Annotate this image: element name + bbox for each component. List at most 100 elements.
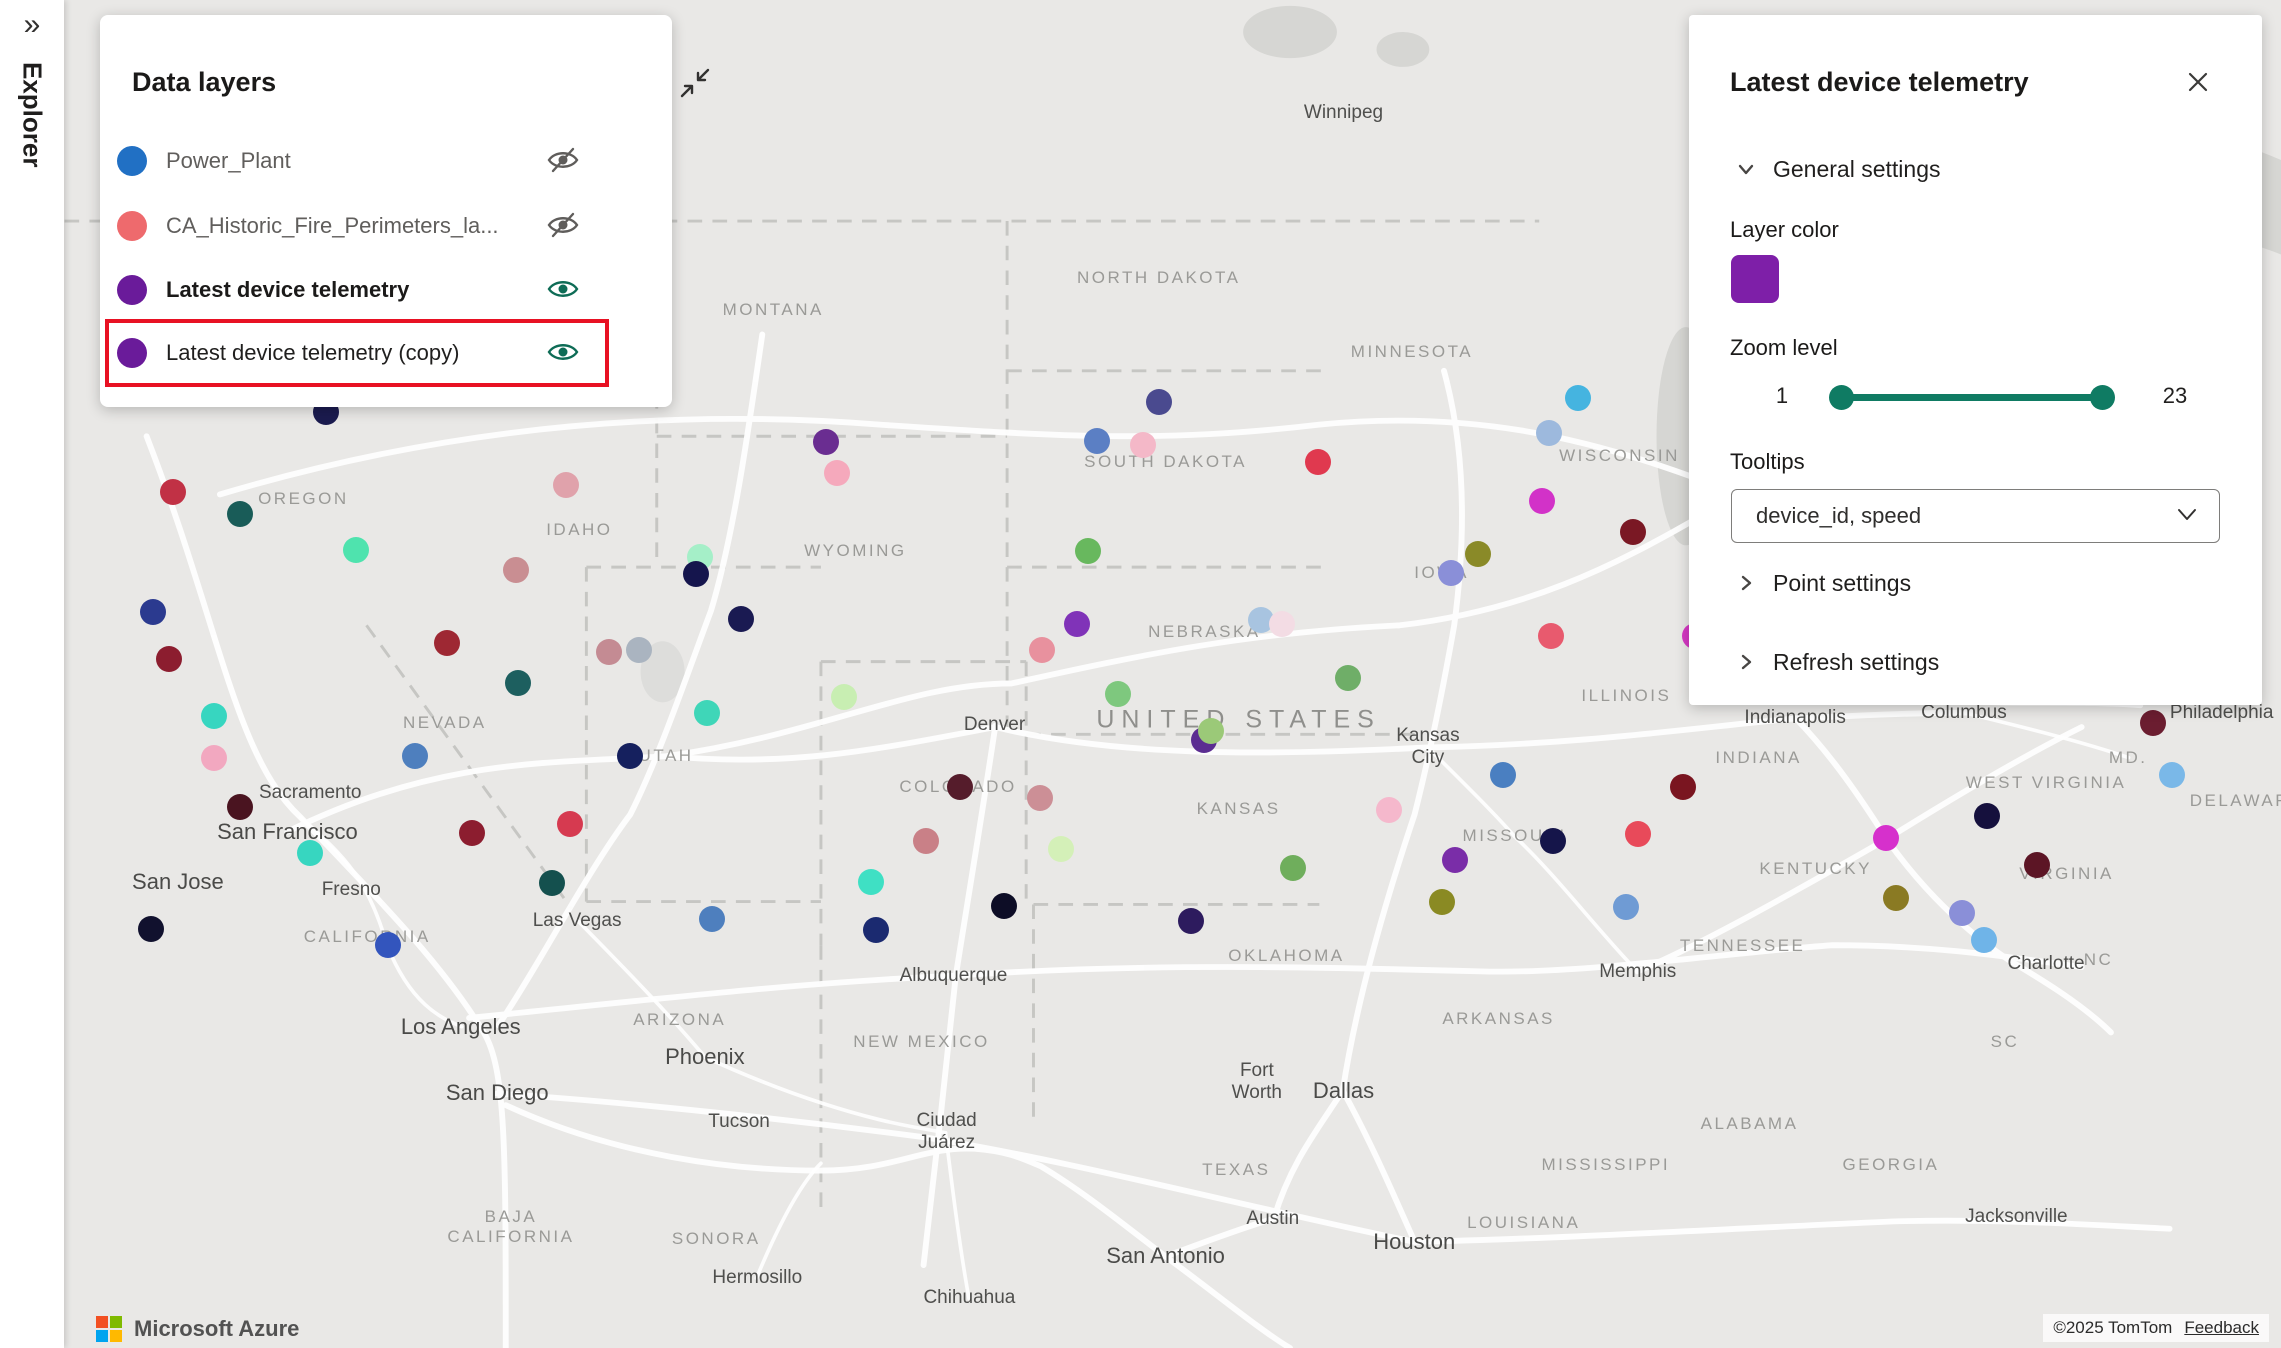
telemetry-point[interactable]	[1624, 821, 1651, 848]
telemetry-point[interactable]	[402, 743, 429, 770]
telemetry-point[interactable]	[616, 743, 643, 770]
telemetry-point[interactable]	[1376, 797, 1403, 824]
telemetry-point[interactable]	[913, 828, 940, 855]
telemetry-point[interactable]	[1029, 636, 1056, 663]
telemetry-point[interactable]	[1465, 541, 1492, 568]
telemetry-point[interactable]	[1490, 762, 1517, 789]
telemetry-point[interactable]	[1565, 384, 1592, 411]
telemetry-point[interactable]	[1305, 449, 1332, 476]
layer-row-latest-telemetry[interactable]: Latest device telemetry	[117, 262, 597, 318]
telemetry-point[interactable]	[1971, 926, 1998, 953]
telemetry-point[interactable]	[1075, 538, 1102, 565]
telemetry-point[interactable]	[1145, 388, 1172, 415]
feedback-link[interactable]: Feedback	[2184, 1318, 2259, 1337]
telemetry-point[interactable]	[155, 646, 182, 673]
telemetry-point[interactable]	[1538, 623, 1565, 650]
layer-color-label: Layer color	[1730, 217, 1839, 242]
telemetry-point[interactable]	[1129, 431, 1156, 458]
telemetry-point[interactable]	[990, 892, 1017, 919]
telemetry-point[interactable]	[812, 429, 839, 456]
close-icon[interactable]	[2183, 67, 2213, 97]
telemetry-point[interactable]	[830, 683, 857, 710]
telemetry-point[interactable]	[1084, 427, 1111, 454]
telemetry-point[interactable]	[698, 906, 725, 933]
telemetry-point[interactable]	[201, 702, 228, 729]
zoom-max-value: 23	[2162, 383, 2188, 408]
layer-row-power-plant[interactable]: Power_Plant	[117, 133, 597, 189]
telemetry-point[interactable]	[862, 917, 889, 944]
zoom-slider[interactable]	[1829, 385, 2115, 410]
refresh-settings-section[interactable]: Refresh settings	[1735, 644, 1939, 680]
telemetry-point[interactable]	[160, 479, 187, 506]
telemetry-point[interactable]	[728, 605, 755, 632]
telemetry-point[interactable]	[682, 561, 709, 588]
telemetry-point[interactable]	[201, 744, 228, 771]
telemetry-point[interactable]	[226, 500, 253, 527]
telemetry-point[interactable]	[226, 794, 253, 821]
point-settings-section[interactable]: Point settings	[1735, 565, 1911, 601]
telemetry-point[interactable]	[1335, 665, 1362, 692]
layer-row-fire-perimeters[interactable]: CA_Historic_Fire_Perimeters_la...	[117, 198, 597, 254]
telemetry-point[interactable]	[596, 639, 623, 666]
visibility-off-icon[interactable]	[546, 147, 580, 173]
telemetry-point[interactable]	[947, 774, 974, 801]
visibility-on-icon[interactable]	[546, 339, 580, 365]
telemetry-point[interactable]	[1198, 717, 1225, 744]
telemetry-point[interactable]	[1873, 825, 1900, 852]
telemetry-point[interactable]	[2140, 709, 2167, 736]
telemetry-point[interactable]	[1973, 802, 2000, 829]
telemetry-point[interactable]	[2158, 762, 2185, 789]
telemetry-point[interactable]	[1540, 828, 1567, 855]
telemetry-point[interactable]	[1620, 519, 1647, 546]
telemetry-point[interactable]	[1428, 888, 1455, 915]
telemetry-point[interactable]	[502, 557, 529, 584]
telemetry-point[interactable]	[858, 868, 885, 895]
telemetry-point[interactable]	[1027, 785, 1054, 812]
layer-settings-panel: Latest device telemetry General settings…	[1689, 15, 2262, 705]
telemetry-point[interactable]	[1437, 559, 1464, 586]
telemetry-point[interactable]	[459, 820, 486, 847]
telemetry-point[interactable]	[1177, 907, 1204, 934]
telemetry-point[interactable]	[1280, 855, 1307, 882]
telemetry-point[interactable]	[1442, 847, 1469, 874]
tooltips-dropdown[interactable]: device_id, speed	[1731, 489, 2220, 543]
collapse-panel-icon[interactable]	[678, 66, 712, 100]
zoom-slider-min-handle[interactable]	[1829, 385, 1854, 410]
tooltips-dropdown-value: device_id, speed	[1756, 503, 1922, 528]
telemetry-point[interactable]	[1047, 836, 1074, 863]
telemetry-point[interactable]	[1948, 899, 1975, 926]
telemetry-point[interactable]	[1670, 774, 1697, 801]
explorer-collapsed-panel[interactable]: » Explorer	[0, 0, 64, 1348]
general-settings-section[interactable]: General settings	[1735, 151, 1940, 187]
tooltips-label: Tooltips	[1730, 449, 1805, 474]
layer-color-swatch[interactable]	[1731, 255, 1779, 303]
telemetry-point[interactable]	[625, 636, 652, 663]
zoom-slider-max-handle[interactable]	[2090, 385, 2115, 410]
telemetry-point[interactable]	[552, 472, 579, 499]
telemetry-point[interactable]	[1882, 884, 1909, 911]
telemetry-point[interactable]	[434, 629, 461, 656]
visibility-on-icon[interactable]	[546, 276, 580, 302]
telemetry-point[interactable]	[1613, 894, 1640, 921]
expand-panel-icon[interactable]: »	[23, 8, 41, 41]
telemetry-point[interactable]	[1063, 611, 1090, 638]
telemetry-point[interactable]	[539, 869, 565, 896]
telemetry-point[interactable]	[1268, 611, 1295, 638]
settings-panel-title: Latest device telemetry	[1730, 67, 2029, 97]
telemetry-point[interactable]	[139, 598, 166, 625]
layer-row-latest-telemetry-copy[interactable]: Latest device telemetry (copy)	[117, 325, 597, 381]
chevron-right-icon	[1735, 572, 1757, 594]
telemetry-point[interactable]	[2023, 852, 2050, 879]
telemetry-point[interactable]	[297, 840, 324, 867]
telemetry-point[interactable]	[557, 810, 584, 837]
telemetry-point[interactable]	[694, 700, 721, 727]
telemetry-point[interactable]	[342, 536, 369, 563]
visibility-off-icon[interactable]	[546, 212, 580, 238]
telemetry-point[interactable]	[1104, 681, 1131, 708]
telemetry-point[interactable]	[1535, 419, 1562, 446]
telemetry-point[interactable]	[504, 670, 531, 697]
telemetry-point[interactable]	[137, 915, 164, 942]
telemetry-point[interactable]	[374, 931, 401, 958]
telemetry-point[interactable]	[824, 460, 851, 487]
telemetry-point[interactable]	[1528, 488, 1555, 515]
